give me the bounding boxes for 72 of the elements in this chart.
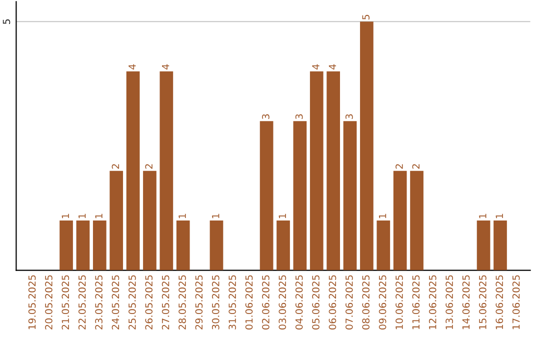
x-tick-label: 25.05.2025 bbox=[128, 275, 136, 330]
x-tick-label: 20.05.2025 bbox=[45, 275, 52, 330]
data-label: 1 bbox=[496, 214, 503, 218]
bar bbox=[293, 121, 307, 270]
x-tick-label: 11.06.2025 bbox=[412, 275, 420, 330]
x-tick-label: 05.06.2025 bbox=[312, 275, 320, 330]
data-label: 1 bbox=[479, 214, 486, 218]
x-tick-label: 29.05.2025 bbox=[195, 275, 203, 330]
x-tick-label: 21.05.2025 bbox=[62, 275, 70, 330]
data-label: 4 bbox=[128, 64, 136, 70]
data-label: 2 bbox=[412, 164, 420, 169]
data-label: 2 bbox=[112, 164, 120, 169]
x-tick-label: 14.06.2025 bbox=[462, 275, 470, 330]
bar bbox=[326, 71, 340, 270]
x-tick-label: 31.05.2025 bbox=[228, 275, 236, 330]
bar bbox=[92, 220, 106, 270]
x-tick-label: 01.06.2025 bbox=[245, 275, 253, 330]
x-tick-label: 13.06.2025 bbox=[446, 275, 453, 330]
bar bbox=[260, 121, 274, 270]
x-tick-label: 12.06.2025 bbox=[428, 275, 436, 330]
x-tick-label: 15.06.2025 bbox=[479, 275, 486, 330]
data-label: 4 bbox=[312, 64, 320, 70]
data-label: 1 bbox=[212, 214, 220, 218]
data-label: 3 bbox=[345, 114, 353, 119]
data-label: 5 bbox=[362, 14, 370, 20]
data-label: 3 bbox=[295, 114, 303, 119]
bar bbox=[210, 220, 224, 270]
x-tick-label: 06.06.2025 bbox=[328, 275, 336, 330]
x-tick-label: 04.06.2025 bbox=[295, 275, 303, 330]
x-tick-label: 23.05.2025 bbox=[95, 275, 102, 330]
bar bbox=[176, 220, 190, 270]
bar bbox=[360, 22, 374, 270]
data-label: 1 bbox=[78, 214, 86, 218]
data-label: 1 bbox=[178, 214, 186, 218]
x-tick-label: 03.06.2025 bbox=[278, 275, 286, 330]
data-label: 4 bbox=[328, 64, 336, 70]
x-tick-label: 09.06.2025 bbox=[378, 275, 386, 330]
data-label: 1 bbox=[62, 214, 69, 218]
x-tick-label: 16.06.2025 bbox=[496, 275, 504, 330]
bar bbox=[494, 220, 507, 270]
bar bbox=[126, 71, 140, 270]
bar bbox=[343, 121, 357, 270]
bar bbox=[310, 71, 324, 270]
x-tick-label: 10.06.2025 bbox=[396, 275, 403, 330]
x-tick-label: 22.05.2025 bbox=[78, 275, 86, 330]
bar bbox=[476, 220, 490, 270]
bar bbox=[276, 220, 290, 270]
x-tick-label: 02.06.2025 bbox=[262, 275, 270, 330]
x-tick-label: 07.06.2025 bbox=[345, 275, 353, 330]
data-label: 1 bbox=[378, 214, 386, 218]
data-label: 2 bbox=[145, 164, 152, 169]
data-label: 2 bbox=[396, 164, 403, 169]
data-label: 1 bbox=[95, 214, 102, 218]
x-tick-label: 08.06.2025 bbox=[362, 275, 370, 330]
bar bbox=[76, 220, 90, 270]
x-tick-label: 17.06.2025 bbox=[512, 275, 520, 330]
x-tick-label: 26.05.2025 bbox=[145, 275, 153, 330]
bar bbox=[160, 71, 174, 270]
bar bbox=[143, 170, 156, 270]
x-tick-label: 24.05.2025 bbox=[112, 275, 120, 330]
bar bbox=[393, 170, 407, 270]
x-tick-label: 27.05.2025 bbox=[162, 275, 170, 330]
bar bbox=[60, 220, 73, 270]
bar bbox=[376, 220, 390, 270]
bar bbox=[110, 170, 124, 270]
x-tick-label: 30.05.2025 bbox=[212, 275, 220, 330]
data-label: 3 bbox=[262, 114, 270, 119]
x-tick-label: 19.05.2025 bbox=[28, 275, 36, 330]
data-label: 4 bbox=[162, 64, 170, 70]
x-tick-label: 28.05.2025 bbox=[178, 275, 186, 330]
bar bbox=[410, 170, 424, 270]
data-label: 1 bbox=[278, 214, 286, 218]
